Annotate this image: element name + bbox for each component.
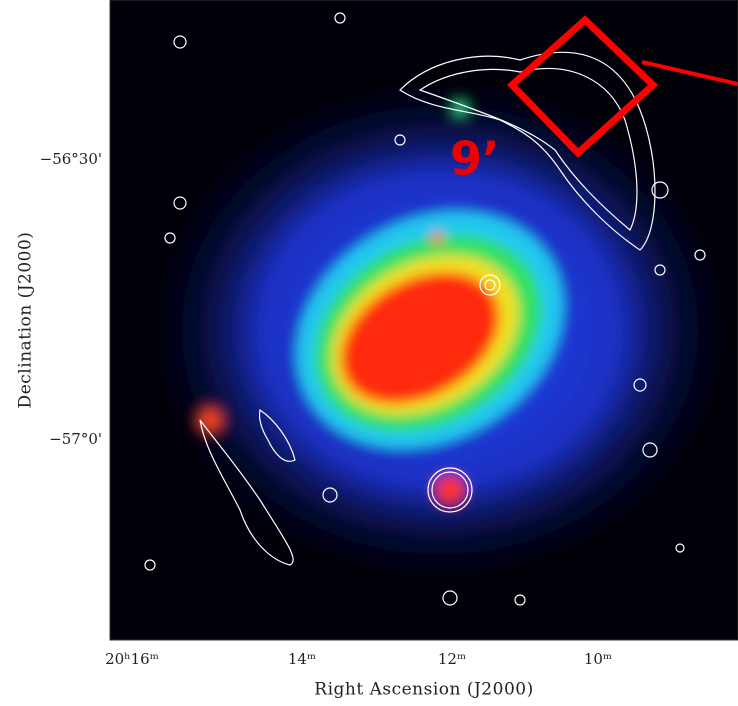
x-tick-label: 10ᵐ: [584, 650, 612, 668]
x-tick-label: 20ʰ16ᵐ: [105, 650, 159, 668]
page: {"figure": { "y_axis_label": "Declinatio…: [0, 0, 738, 702]
y-tick-label: −57°0': [49, 430, 102, 448]
annotation: 9’: [450, 132, 499, 186]
x-tick-label: 12ᵐ: [438, 650, 466, 668]
y-tick-label: −56°30': [40, 150, 102, 168]
figure: 9’ −56°30' −57°0' 20ʰ16ᵐ 14ᵐ 12ᵐ 10ᵐ Rig…: [0, 0, 738, 702]
x-axis-label: Right Ascension (J2000): [314, 680, 533, 700]
x-tick-label: 14ᵐ: [288, 650, 316, 668]
xray-emission: [140, 70, 738, 590]
y-axis-label: Declination (J2000): [16, 232, 36, 409]
